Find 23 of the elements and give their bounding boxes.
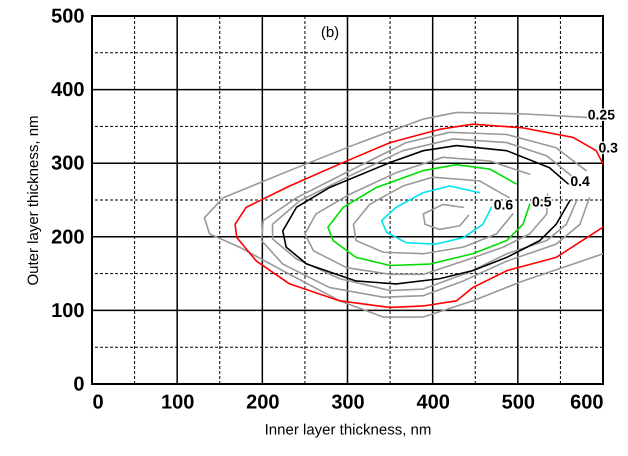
y-tick-label: 200 xyxy=(51,226,84,248)
y-tick-label: 100 xyxy=(51,300,84,322)
line-series xyxy=(422,204,470,230)
y-tick-label: 0 xyxy=(73,374,84,396)
line-series xyxy=(327,164,531,266)
line-series xyxy=(352,176,514,255)
x-tick-label: 600 xyxy=(570,392,604,414)
x-tick-label: 200 xyxy=(246,392,280,414)
annotation: 0.4 xyxy=(570,172,590,189)
x-tick-label: 100 xyxy=(160,392,194,414)
line-series xyxy=(380,185,492,245)
y-tick-label: 300 xyxy=(51,152,84,175)
annotation: 0.6 xyxy=(494,196,514,212)
x-tick-label: 400 xyxy=(416,392,450,414)
annotation: 0.5 xyxy=(532,193,552,210)
y-tick-label: 400 xyxy=(51,79,84,102)
x-tick-label: 0 xyxy=(92,392,104,414)
x-tick-label: 500 xyxy=(502,392,536,414)
x-tick-label: 300 xyxy=(331,392,365,414)
y-tick-label: 500 xyxy=(51,6,84,28)
annotation: (b) xyxy=(320,24,340,41)
y-axis-title: Outer layer thickness, nm xyxy=(25,115,42,286)
x-axis-title: Inner layer thickness, nm xyxy=(264,422,432,438)
